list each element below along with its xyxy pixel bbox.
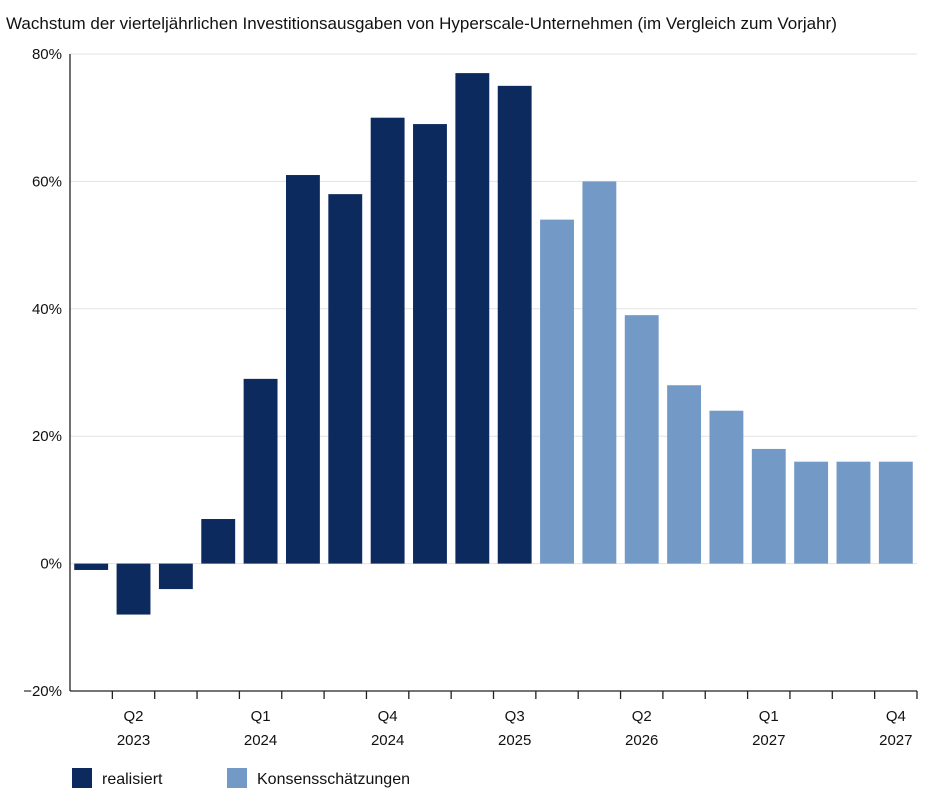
x-tick-label-quarter: Q2	[124, 708, 144, 725]
x-tick-label-quarter: Q1	[251, 708, 271, 725]
axes: −20% 0% 20% 40% 60% 80% Q2 2023 Q1 2024 Q4 2024 Q3 20…	[23, 46, 918, 749]
x-tick-label-year: 2023	[117, 732, 150, 749]
bar-actual	[116, 563, 151, 615]
legend-swatch	[227, 768, 247, 788]
x-tick-label-year: 2027	[752, 732, 785, 749]
x-tick-label-quarter: Q1	[759, 708, 779, 725]
y-tick-label: −20%	[23, 683, 62, 700]
bar-actual	[74, 563, 109, 570]
bar-estimate	[878, 461, 913, 564]
bar-actual	[413, 124, 447, 564]
y-tick-label: 0%	[40, 556, 62, 573]
chart-title: Wachstum der vierteljährlichen Investiti…	[6, 14, 837, 33]
bar-estimate	[709, 410, 744, 564]
bar-actual	[243, 378, 278, 564]
x-tick-label-year: 2024	[244, 732, 277, 749]
y-tick-label: 20%	[32, 428, 62, 445]
bar-actual	[455, 73, 490, 564]
legend-label: Konsensschätzungen	[257, 771, 410, 788]
bar-estimate	[582, 181, 617, 564]
gridlines	[70, 53, 917, 565]
bar-estimate	[624, 315, 659, 564]
x-tick-label-year: 2025	[498, 732, 531, 749]
x-tick-label-year: 2027	[879, 732, 912, 749]
legend-swatch	[72, 768, 92, 788]
bar-actual	[201, 519, 236, 564]
bar-actual	[285, 175, 320, 564]
x-tick-label-year: 2026	[625, 732, 658, 749]
bar-actual	[158, 563, 193, 590]
y-tick-label: 60%	[32, 173, 62, 190]
bar-estimate	[667, 385, 702, 564]
x-tick-label-quarter: Q4	[886, 708, 906, 725]
bar-actual	[370, 117, 405, 564]
bar-estimate	[540, 219, 574, 564]
x-tick-label-quarter: Q2	[632, 708, 652, 725]
x-tick-label-quarter: Q4	[378, 708, 398, 725]
legend-label: realisiert	[102, 771, 163, 788]
y-tick-label: 80%	[32, 46, 62, 63]
bar-actual	[497, 85, 532, 564]
x-tick-label-quarter: Q3	[505, 708, 525, 725]
bars	[74, 73, 913, 615]
bar-estimate	[751, 448, 786, 564]
bar-estimate	[794, 461, 829, 564]
legend: realisiert Konsensschätzungen	[72, 768, 410, 788]
bar-actual	[328, 194, 363, 564]
bar-estimate	[836, 461, 871, 564]
x-tick-label-year: 2024	[371, 732, 404, 749]
y-tick-label: 40%	[32, 301, 62, 318]
